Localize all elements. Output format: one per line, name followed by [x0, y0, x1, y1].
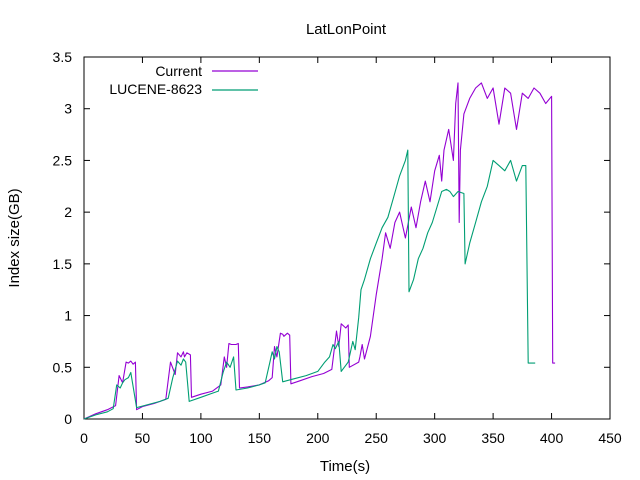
series-line-current [83, 82, 556, 420]
series-layer [83, 82, 556, 420]
chart-title: LatLonPoint [306, 21, 387, 38]
series-line-lucene-8623 [83, 149, 536, 420]
y-tick-label: 2.5 [53, 152, 73, 168]
y-tick-label: 1 [64, 308, 72, 324]
y-axis-ticks: 0 0.5 1 1.5 2 2.5 3 3.5 [53, 49, 610, 427]
x-tick-label: 50 [135, 430, 151, 446]
x-tick-label: 100 [189, 430, 213, 446]
legend-label-current: Current [155, 63, 202, 79]
x-tick-label: 0 [80, 430, 88, 446]
x-tick-label: 350 [481, 430, 505, 446]
y-tick-label: 0 [64, 411, 72, 427]
x-axis-ticks: 0 50 100 150 200 250 300 350 400 450 [80, 57, 622, 446]
legend-label-lucene-8623: LUCENE-8623 [109, 81, 202, 97]
legend: Current LUCENE-8623 [109, 63, 258, 97]
x-axis-label: Time(s) [320, 458, 370, 475]
x-tick-label: 400 [540, 430, 564, 446]
y-tick-label: 1.5 [53, 256, 73, 272]
y-tick-label: 3 [64, 101, 72, 117]
x-tick-label: 250 [365, 430, 389, 446]
plot-frame [83, 56, 611, 420]
x-tick-label: 450 [598, 430, 622, 446]
x-tick-label: 300 [423, 430, 447, 446]
x-tick-label: 200 [306, 430, 330, 446]
x-tick-label: 150 [248, 430, 272, 446]
y-tick-label: 2 [64, 204, 72, 220]
y-tick-label: 0.5 [53, 359, 73, 375]
y-tick-label: 3.5 [53, 49, 73, 65]
y-axis-label: Index size(GB) [6, 188, 23, 287]
